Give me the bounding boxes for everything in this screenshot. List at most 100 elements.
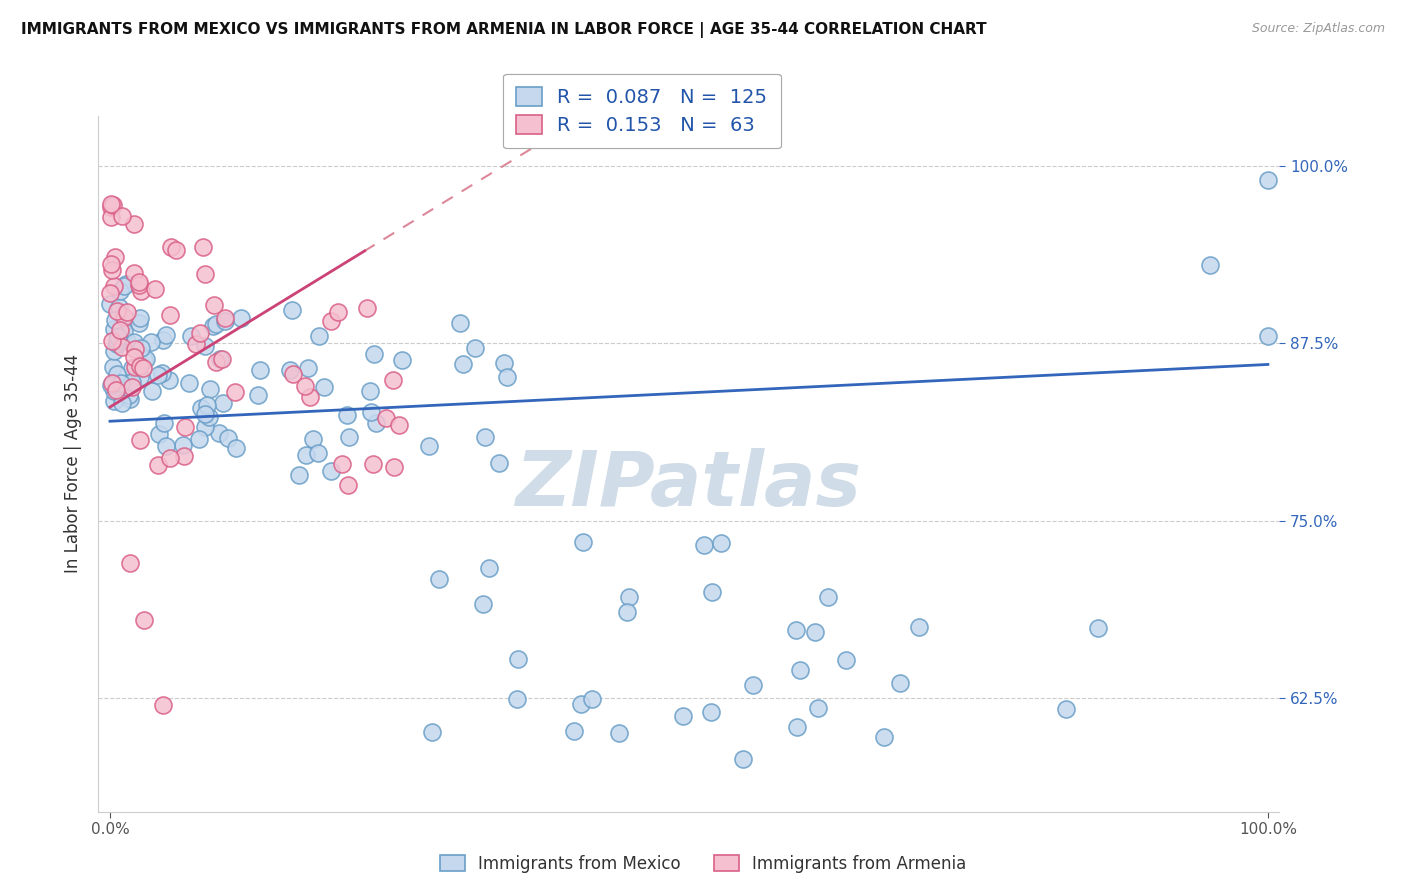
Point — [194, 419, 217, 434]
Point — [281, 368, 304, 382]
Point — [702, 585, 724, 599]
Point — [572, 535, 595, 549]
Point — [733, 752, 755, 766]
Point — [186, 337, 208, 351]
Point — [194, 339, 217, 353]
Point — [361, 457, 384, 471]
Point — [177, 376, 200, 390]
Point — [121, 361, 143, 376]
Point — [302, 433, 325, 447]
Point — [214, 314, 236, 328]
Point — [374, 410, 396, 425]
Point — [112, 315, 135, 329]
Point — [124, 342, 146, 356]
Point — [817, 590, 839, 604]
Point — [115, 305, 138, 319]
Point — [278, 363, 301, 377]
Point — [190, 326, 212, 340]
Point — [1257, 173, 1279, 187]
Point — [103, 394, 125, 409]
Point — [104, 383, 127, 397]
Point — [672, 708, 695, 723]
Point — [134, 613, 156, 627]
Point — [388, 417, 411, 432]
Point — [128, 359, 150, 373]
Point — [105, 336, 128, 351]
Point — [319, 464, 342, 478]
Point — [617, 590, 640, 604]
Point — [129, 310, 152, 325]
Point — [420, 724, 443, 739]
Point — [148, 427, 170, 442]
Point — [693, 538, 716, 552]
Point — [1054, 702, 1077, 716]
Point — [287, 468, 309, 483]
Point — [294, 379, 316, 393]
Point — [225, 442, 247, 456]
Point — [128, 278, 150, 293]
Point — [174, 419, 197, 434]
Point — [464, 341, 486, 355]
Point — [1257, 329, 1279, 343]
Point — [108, 323, 131, 337]
Point — [356, 301, 378, 315]
Point — [122, 266, 145, 280]
Point — [128, 316, 150, 330]
Point — [132, 361, 155, 376]
Point — [1199, 258, 1222, 272]
Point — [100, 378, 122, 392]
Point — [209, 352, 232, 367]
Point — [118, 387, 141, 401]
Point — [103, 360, 125, 375]
Point — [506, 692, 529, 706]
Point — [207, 425, 229, 440]
Point — [710, 535, 733, 549]
Point — [297, 361, 319, 376]
Point — [581, 692, 603, 706]
Point — [193, 240, 215, 254]
Point — [148, 368, 170, 383]
Point — [172, 438, 194, 452]
Point — [889, 676, 911, 690]
Point — [295, 448, 318, 462]
Point — [1087, 622, 1109, 636]
Point — [488, 456, 510, 470]
Point — [364, 417, 387, 431]
Point — [100, 210, 122, 224]
Point — [101, 334, 124, 348]
Point — [474, 430, 496, 444]
Y-axis label: In Labor Force | Age 35-44: In Labor Force | Age 35-44 — [63, 354, 82, 574]
Point — [326, 305, 349, 319]
Point — [197, 410, 219, 425]
Point — [214, 311, 236, 326]
Point — [312, 380, 335, 394]
Point — [107, 330, 129, 344]
Point — [496, 370, 519, 384]
Point — [165, 243, 187, 257]
Point — [873, 730, 896, 744]
Point — [319, 314, 342, 328]
Point — [835, 653, 858, 667]
Point — [616, 605, 638, 619]
Point — [224, 385, 246, 400]
Point — [173, 449, 195, 463]
Point — [803, 625, 825, 640]
Point — [281, 303, 304, 318]
Point — [150, 366, 173, 380]
Point — [229, 311, 252, 326]
Point — [418, 439, 440, 453]
Point — [121, 375, 143, 389]
Point — [194, 267, 217, 281]
Point — [112, 278, 135, 293]
Point — [212, 396, 235, 410]
Point — [789, 663, 811, 677]
Point — [112, 324, 135, 338]
Point — [128, 433, 150, 447]
Point — [187, 432, 209, 446]
Point — [107, 300, 129, 314]
Point — [153, 416, 176, 430]
Point — [363, 347, 385, 361]
Point — [249, 363, 271, 377]
Point — [382, 373, 405, 387]
Point — [180, 328, 202, 343]
